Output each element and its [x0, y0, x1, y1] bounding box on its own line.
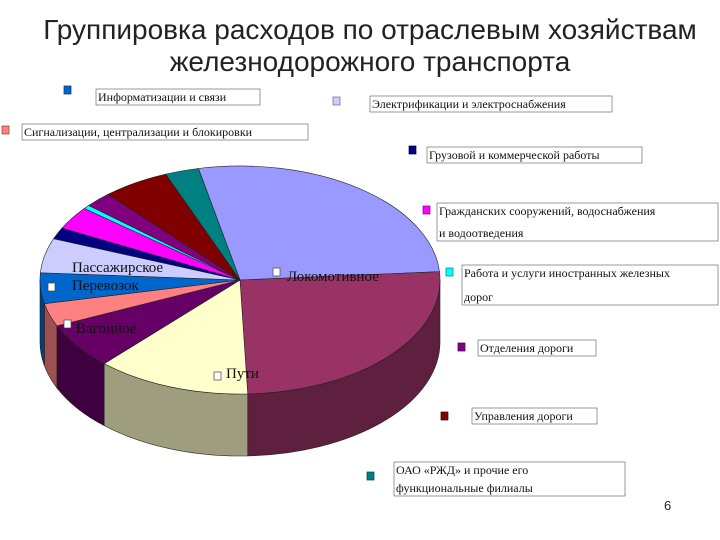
slice-passenger-label: Пассажирское Перевозок — [47, 260, 163, 294]
slice-locomotive — [198, 165, 440, 281]
slice-signalling-label-box — [21, 123, 309, 141]
slice-signalling-label-text: Сигнализации, централизации и блокировки — [24, 125, 253, 139]
slice-rzd — [165, 168, 241, 281]
slice-track-label: Пути — [213, 366, 259, 382]
slice-rzd-label-text: ОАО «РЖД» и прочие его функциональные фил… — [396, 463, 533, 495]
slice-locomotive-legend-marker — [272, 267, 281, 277]
slice-foreign-label-text: Работа и услуги иностранных железных доро… — [464, 266, 670, 304]
slice-department-label-text: Отделения дороги — [480, 341, 574, 355]
slice-it-legend-marker — [63, 85, 72, 95]
slice-management-label-box — [471, 407, 598, 425]
slice-management-legend-marker — [440, 411, 449, 421]
slice-foreign-legend-marker — [445, 267, 454, 277]
slice-rzd-label: ОАО «РЖД» и прочие его функциональные фил… — [366, 461, 626, 497]
slice-civil-label-box — [436, 202, 719, 242]
slice-department-legend-marker — [457, 342, 466, 352]
pie-labels: Локомотивное Пути Вагонное Пассажирское Пере… — [1, 85, 719, 497]
slice-wagon — [103, 279, 249, 395]
slice-electrification-label-box — [369, 95, 613, 113]
chart-title: Группировка расходов по отраслевым хозяй… — [43, 14, 697, 77]
page-number: 6 — [664, 498, 672, 513]
slice-signalling-label: Сигнализации, централизации и блокировки — [1, 123, 309, 141]
slice-electrification-label: Электрификации и электроснабжения — [332, 95, 613, 113]
slice-management-label-text: Управления дороги — [474, 409, 573, 423]
slice-passenger-label-text: Пассажирское Перевозок — [72, 260, 163, 294]
slice-freight-label: Грузовой и коммерческой работы — [408, 145, 643, 164]
slice-signalling-legend-marker — [1, 125, 10, 135]
slice-wagon-legend-marker — [63, 319, 72, 329]
slice-track-legend-marker — [213, 371, 222, 381]
slice-locomotive-label: Локомотивное — [272, 267, 379, 285]
slice-management-label: Управления дороги — [440, 407, 598, 425]
slice-electrification-label-text: Электрификации и электроснабжения — [372, 97, 566, 111]
slice-passenger-legend-marker — [47, 282, 56, 292]
slice-track-label-text: Пути — [226, 366, 259, 382]
slice-freight-label-text: Грузовой и коммерческой работы — [429, 148, 600, 162]
slice-it-label-text: Информатизации и связи — [98, 90, 227, 104]
slice-freight-label-box — [426, 146, 643, 164]
slice-electrification-legend-marker — [332, 96, 341, 106]
slice-track — [239, 271, 441, 395]
slice-rzd-label-box — [393, 461, 626, 497]
pie-top — [39, 165, 441, 395]
slice-wagon-label-text: Вагонное — [76, 321, 137, 337]
slice-wagon-label: Вагонное — [63, 319, 137, 337]
slice-foreign-label-box — [461, 264, 719, 306]
slice-department-label-box — [477, 339, 597, 357]
slice-civil-label: Гражданских сооружений, водоснабжения и в… — [422, 202, 719, 242]
slice-civil-legend-marker — [422, 205, 431, 215]
slice-foreign-label: Работа и услуги иностранных железных доро… — [445, 264, 719, 306]
slice-locomotive-label-text: Локомотивное — [287, 269, 379, 285]
slice-it-label-box — [95, 88, 261, 106]
slice-it-label: Информатизации и связи — [63, 85, 261, 106]
pie-sides — [39, 279, 441, 457]
slice-civil-label-text: Гражданских сооружений, водоснабжения и в… — [439, 204, 656, 240]
slice-department-label: Отделения дороги — [457, 339, 597, 357]
slice-rzd-legend-marker — [366, 471, 375, 481]
slice-freight-legend-marker — [408, 145, 417, 155]
